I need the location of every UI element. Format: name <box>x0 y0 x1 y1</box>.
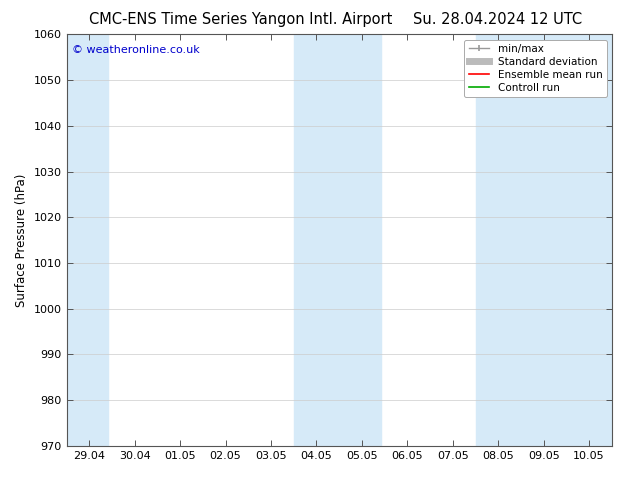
Bar <box>476 34 521 446</box>
Bar <box>339 34 381 446</box>
Bar <box>294 34 339 446</box>
Bar <box>521 34 612 446</box>
Y-axis label: Surface Pressure (hPa): Surface Pressure (hPa) <box>15 173 28 307</box>
Text: Su. 28.04.2024 12 UTC: Su. 28.04.2024 12 UTC <box>413 12 582 27</box>
Bar <box>67 34 108 446</box>
Legend: min/max, Standard deviation, Ensemble mean run, Controll run: min/max, Standard deviation, Ensemble me… <box>464 40 607 97</box>
Text: © weatheronline.co.uk: © weatheronline.co.uk <box>72 45 200 54</box>
Text: CMC-ENS Time Series Yangon Intl. Airport: CMC-ENS Time Series Yangon Intl. Airport <box>89 12 392 27</box>
